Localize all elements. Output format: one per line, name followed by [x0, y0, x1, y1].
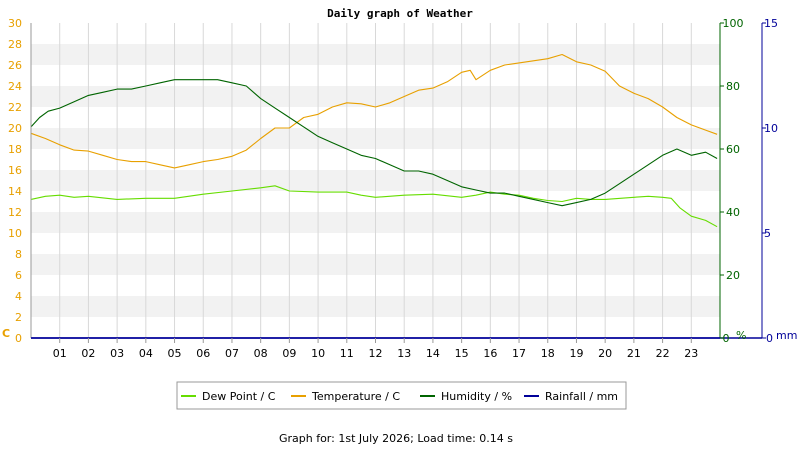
- temperature-tick-label: 20: [8, 122, 22, 135]
- temperature-tick-label: 22: [8, 101, 22, 114]
- temperature-tick-label: 14: [8, 185, 22, 198]
- temperature-tick-label: 28: [8, 38, 22, 51]
- temperature-tick-label: 4: [15, 290, 22, 303]
- temperature-tick-label: 24: [8, 80, 22, 93]
- vertical-gridlines: [59, 23, 692, 338]
- temperature-tick-label: 10: [8, 227, 22, 240]
- legend-label: Temperature / C: [311, 390, 400, 403]
- x-tick-label: 23: [684, 347, 698, 360]
- temperature-unit-label: C: [2, 327, 10, 340]
- legend-label: Dew Point / C: [202, 390, 276, 403]
- temperature-tick-label: 26: [8, 59, 22, 72]
- series-line-1: [30, 53, 718, 169]
- temperature-tick-label: 18: [8, 143, 22, 156]
- x-tick-label: 19: [569, 347, 583, 360]
- x-tick-label: 20: [598, 347, 612, 360]
- temperature-tick-label: 6: [15, 269, 22, 282]
- rainfall-unit-label: mm: [776, 329, 797, 342]
- humidity-tick-label: 0: [723, 332, 730, 345]
- temperature-tick-label: 16: [8, 164, 22, 177]
- legend-box: [176, 381, 627, 410]
- temperature-tick-label: 30: [8, 17, 22, 30]
- temperature-tick-label: 2: [15, 311, 22, 324]
- rainfall-tick-label: 5: [764, 227, 771, 240]
- rainfall-tick-label: 15: [764, 17, 778, 30]
- chart-title: Daily graph of Weather: [327, 7, 473, 20]
- x-tick-label: 12: [369, 347, 383, 360]
- humidity-tick-label: 20: [726, 269, 740, 282]
- x-tick-label: 22: [656, 347, 670, 360]
- x-tick-label: 06: [196, 347, 210, 360]
- series-line-2: [30, 79, 718, 207]
- x-tick-label: 04: [139, 347, 153, 360]
- humidity-tick-label: 100: [723, 17, 744, 30]
- x-tick-label: 01: [53, 347, 67, 360]
- x-tick-label: 16: [483, 347, 497, 360]
- humidity-unit-label: %: [736, 329, 746, 342]
- axes: 024681012141618202224262830C204060801000…: [2, 17, 797, 360]
- x-tick-label: 05: [168, 347, 182, 360]
- temperature-tick-label: 0: [15, 332, 22, 345]
- x-tick-label: 10: [311, 347, 325, 360]
- x-tick-label: 07: [225, 347, 239, 360]
- humidity-tick-label: 80: [726, 80, 740, 93]
- x-tick-label: 02: [81, 347, 95, 360]
- series-line-0: [30, 185, 718, 228]
- rainfall-tick-label: 0: [766, 332, 773, 345]
- temperature-tick-label: 12: [8, 206, 22, 219]
- x-tick-label: 11: [340, 347, 354, 360]
- x-tick-label: 08: [254, 347, 268, 360]
- x-tick-label: 21: [627, 347, 641, 360]
- humidity-tick-label: 60: [726, 143, 740, 156]
- legend-label: Rainfall / mm: [545, 390, 618, 403]
- x-tick-label: 03: [110, 347, 124, 360]
- legend-label: Humidity / %: [441, 390, 512, 403]
- rainfall-tick-label: 10: [764, 122, 778, 135]
- x-tick-label: 13: [397, 347, 411, 360]
- x-tick-label: 14: [426, 347, 440, 360]
- x-tick-label: 15: [455, 347, 469, 360]
- temperature-tick-label: 8: [15, 248, 22, 261]
- humidity-tick-label: 40: [726, 206, 740, 219]
- footer-text: Graph for: 1st July 2026; Load time: 0.1…: [279, 432, 513, 445]
- x-tick-label: 09: [282, 347, 296, 360]
- x-tick-label: 17: [512, 347, 526, 360]
- legend: Dew Point / C Temperature / C Humidity / %…: [176, 381, 627, 410]
- x-tick-label: 18: [541, 347, 555, 360]
